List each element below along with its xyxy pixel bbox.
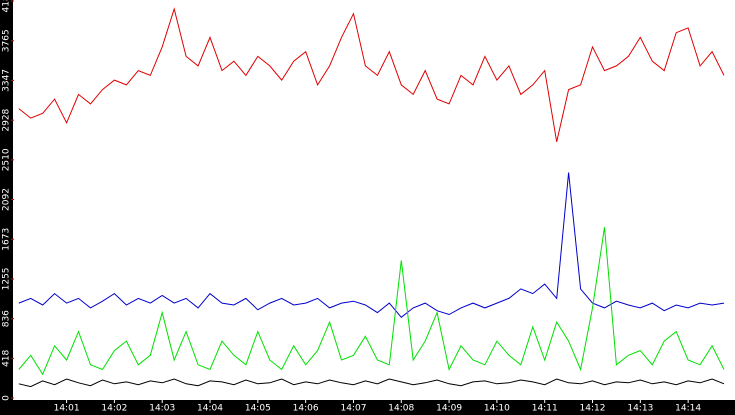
x-tick-label: 14:10 [484,404,510,414]
x-tick-label: 14:05 [245,404,271,414]
y-tick-label: 3765 [2,29,12,52]
series-line [18,227,725,376]
y-tick-label: 2092 [2,188,12,211]
y-tick-label: 836 [2,310,12,327]
y-tick-label: 4184 [2,0,12,12]
x-tick-label: 14:09 [436,404,462,414]
x-tick-label: 14:07 [340,404,366,414]
y-tick-label: 3347 [2,69,12,92]
series-line [18,7,725,142]
y-axis-strip [0,0,13,415]
y-tick-label: 2928 [2,108,12,131]
x-tick-label: 14:14 [675,404,701,414]
y-tick-label: 2510 [2,148,12,171]
x-tick-label: 14:11 [532,404,558,414]
y-tick-label: 1255 [2,267,12,290]
x-axis-strip [0,400,735,415]
x-tick-label: 14:04 [197,404,223,414]
series-line [18,378,725,388]
x-tick-label: 14:08 [388,404,414,414]
x-tick-label: 14:12 [580,404,606,414]
x-tick-label: 14:01 [54,404,80,414]
y-tick-label: 1673 [2,228,12,251]
x-tick-label: 14:03 [149,404,175,414]
x-tick-label: 14:13 [627,404,653,414]
y-tick-label: 0 [2,395,12,401]
y-tick-label: 418 [2,349,12,366]
series-line [18,172,725,318]
x-tick-label: 14:06 [293,404,319,414]
x-tick-label: 14:02 [101,404,127,414]
